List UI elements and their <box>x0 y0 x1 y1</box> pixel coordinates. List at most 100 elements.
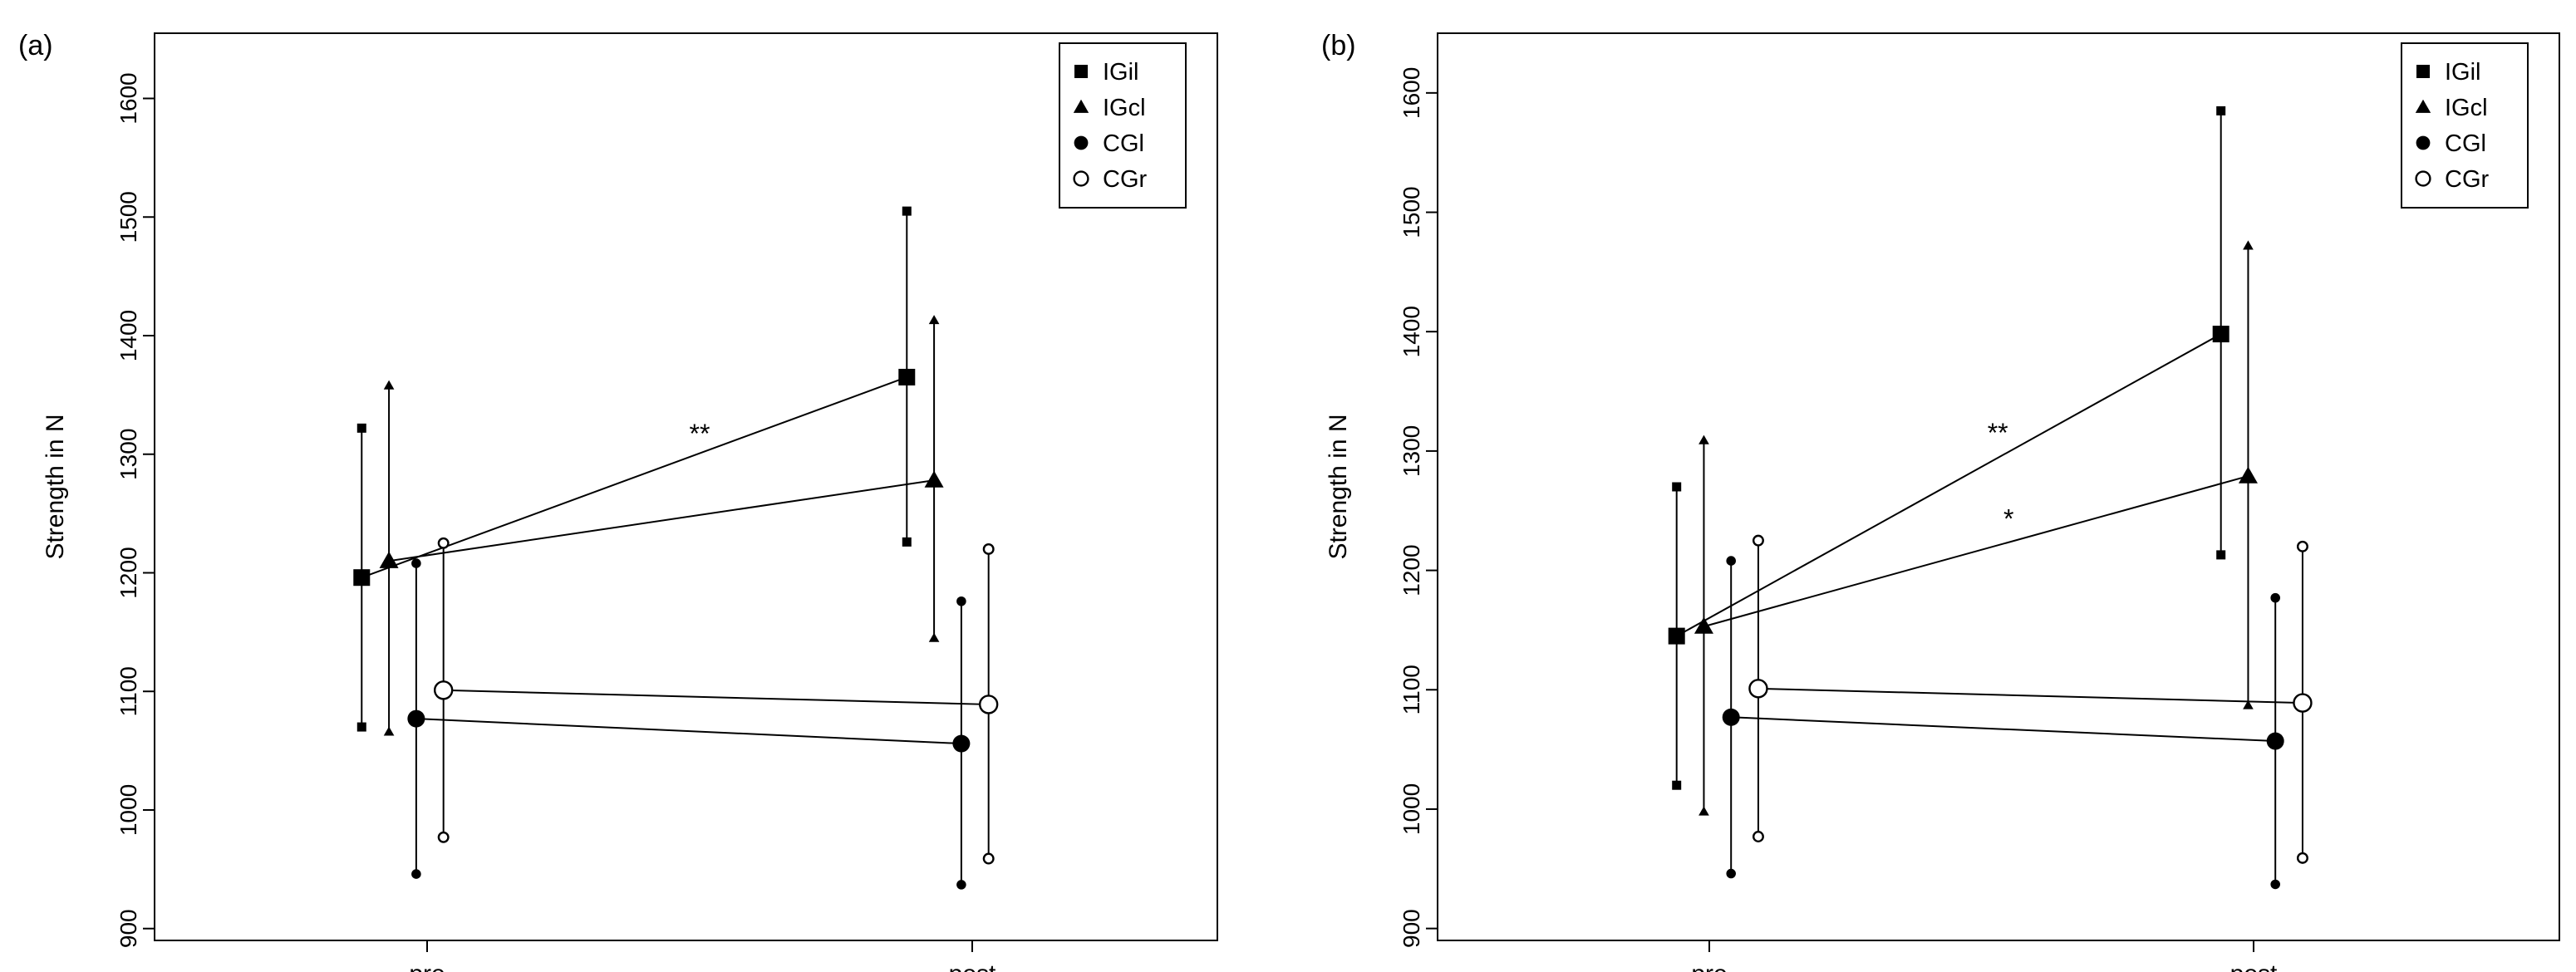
series-line <box>388 479 935 562</box>
plot-frame <box>154 32 1218 941</box>
significance-marker: ** <box>1988 418 2008 448</box>
series-CGl <box>1722 556 2284 890</box>
y-tick-label: 1400 <box>1399 306 1424 357</box>
x-tick-label: post <box>2230 960 2278 972</box>
mean-point <box>1722 708 1740 726</box>
mean-point <box>2266 732 2284 750</box>
error-bar-upper-cap <box>383 380 395 390</box>
legend-marker <box>2416 135 2431 150</box>
y-tick-label: 1500 <box>1399 186 1424 238</box>
series-CGr <box>1748 534 2313 864</box>
legend: IGil IGcl CGl CGr <box>2401 42 2529 209</box>
series-IGcl <box>379 315 944 736</box>
mean-point <box>1668 627 1685 645</box>
legend-label: CGl <box>1103 130 1144 157</box>
mean-point <box>2212 326 2229 343</box>
y-tick-label: 1300 <box>116 429 141 480</box>
legend-marker <box>2415 99 2431 113</box>
y-tick-label: 1200 <box>1399 544 1424 596</box>
error-bar-upper-cap <box>2296 540 2308 552</box>
mean-point <box>2238 466 2258 484</box>
legend-marker <box>2415 170 2431 187</box>
legend: IGil IGcl CGl CGr <box>1059 42 1187 209</box>
error-bar-lower-cap <box>982 852 995 865</box>
series-line <box>361 376 907 579</box>
legend-label: CGr <box>1103 166 1148 193</box>
mean-point <box>1748 679 1768 699</box>
y-tick-label: 1100 <box>1399 665 1424 714</box>
panel-b: (b) 900 1000 1100 1200 1300 1400 1500 1600 Streng… <box>1321 30 2560 972</box>
legend-marker <box>1073 99 1089 113</box>
legend-label: IGil <box>1103 59 1139 86</box>
mean-point <box>898 368 916 385</box>
y-tick-label: 1100 <box>116 666 141 716</box>
error-bar-lower-cap <box>928 632 940 642</box>
mean-point <box>1694 616 1713 634</box>
error-bar-upper-cap <box>902 206 912 216</box>
error-bar-upper-cap <box>356 423 366 433</box>
series-IGcl <box>1694 240 2258 816</box>
error-bar-upper-cap <box>1752 534 1764 547</box>
error-bar-lower-cap <box>356 722 366 732</box>
series-line <box>443 689 989 705</box>
mean-point <box>433 680 454 700</box>
panel-label: (b) <box>1321 30 1356 61</box>
error-bar-lower-cap <box>383 726 395 736</box>
series-IGil <box>1668 106 2229 790</box>
y-tick-label: 1600 <box>116 72 141 124</box>
error-bar-lower-cap <box>1752 831 1764 842</box>
significance-marker: ** <box>690 419 710 449</box>
error-bar-lower-cap <box>2270 879 2280 890</box>
y-tick-label: 900 <box>1399 909 1424 948</box>
mean-point <box>379 551 399 568</box>
series-CGl <box>407 558 971 890</box>
y-tick-label: 1600 <box>1399 67 1424 119</box>
error-bar-lower-cap <box>1698 806 1709 816</box>
error-bar-upper-cap <box>928 315 940 325</box>
legend-marker <box>1074 135 1089 150</box>
error-bar-upper-cap <box>2216 106 2226 115</box>
error-bar-upper-cap <box>1726 556 1736 566</box>
y-tick-label: 1200 <box>116 547 141 598</box>
series-CGr <box>433 537 999 865</box>
error-bar-lower-cap <box>2216 550 2226 560</box>
error-bar-upper-cap <box>411 558 421 568</box>
error-bar-lower-cap <box>956 880 966 890</box>
legend-marker <box>1073 170 1089 187</box>
series-line <box>415 718 961 745</box>
series-line <box>1703 475 2249 628</box>
error-bar-lower-cap <box>437 831 450 843</box>
mean-point <box>353 569 371 587</box>
error-bar-lower-cap <box>411 869 421 879</box>
y-tick-label: 1500 <box>116 191 141 243</box>
mean-point <box>407 709 425 728</box>
error-bar-upper-cap <box>2243 240 2254 250</box>
legend-label: IGil <box>2445 59 2481 86</box>
panel-label: (a) <box>18 30 53 61</box>
legend-label: CGl <box>2445 130 2486 157</box>
legend-marker <box>2416 65 2430 78</box>
error-bar-lower-cap <box>2243 700 2254 709</box>
error-bar-upper-cap <box>437 537 450 549</box>
error-bar-lower-cap <box>1726 868 1736 879</box>
y-axis-label: Strength in N <box>1325 414 1352 559</box>
y-tick-label: 1400 <box>116 310 141 361</box>
error-bar-upper-cap <box>1698 434 1709 444</box>
x-tick-label: post <box>949 960 996 972</box>
significance-marker: * <box>2003 503 2013 533</box>
mean-point <box>952 734 971 753</box>
series-line <box>1731 716 2276 743</box>
legend-label: CGr <box>2445 166 2490 193</box>
y-tick-label: 1000 <box>116 784 141 836</box>
legend-label: IGcl <box>2445 95 2488 121</box>
series-IGil <box>353 206 916 732</box>
panel-a: (a) 900 1000 1100 1200 1300 1400 1500 1600 Streng… <box>18 30 1218 972</box>
error-bar-upper-cap <box>982 542 995 555</box>
x-tick-label: pre <box>1691 960 1727 972</box>
legend-marker <box>1074 65 1088 78</box>
x-tick-label: pre <box>409 960 445 972</box>
plot-frame <box>1437 32 2560 941</box>
error-bar-lower-cap <box>2296 852 2308 864</box>
error-bar-lower-cap <box>902 537 912 547</box>
